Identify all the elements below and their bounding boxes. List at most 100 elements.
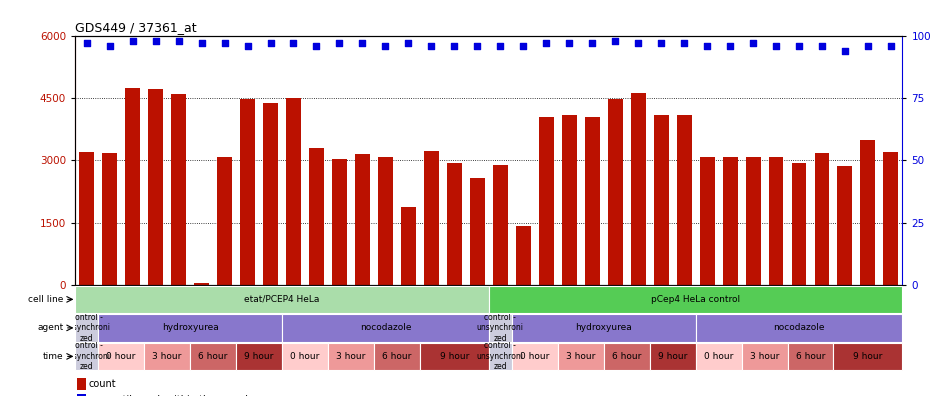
Text: 0 hour: 0 hour	[106, 352, 136, 361]
Text: nocodazole: nocodazole	[360, 324, 411, 332]
Bar	[374, 343, 420, 370]
Point	[653, 40, 668, 46]
Point	[699, 42, 714, 49]
Bar	[511, 343, 557, 370]
Bar	[516, 226, 531, 285]
Bar	[884, 152, 899, 285]
Bar	[400, 208, 415, 285]
Bar	[282, 314, 489, 342]
Text: time: time	[43, 352, 64, 361]
Point	[745, 40, 760, 46]
Bar	[742, 343, 788, 370]
Bar	[171, 94, 186, 285]
Point	[814, 42, 829, 49]
Bar	[603, 343, 650, 370]
Bar	[144, 343, 190, 370]
Bar	[653, 114, 668, 285]
Bar	[470, 178, 485, 285]
Bar	[677, 114, 692, 285]
Bar	[328, 343, 374, 370]
Text: 6 hour: 6 hour	[612, 352, 641, 361]
Bar	[263, 103, 278, 285]
Text: control -
unsynchroni
zed: control - unsynchroni zed	[63, 341, 110, 371]
Point	[677, 40, 692, 46]
Point	[539, 40, 554, 46]
Bar	[489, 314, 511, 342]
Point	[355, 40, 370, 46]
Bar	[355, 154, 369, 285]
Point	[769, 42, 784, 49]
Bar	[489, 286, 902, 313]
Bar	[699, 157, 714, 285]
Text: nocodazole: nocodazole	[774, 324, 824, 332]
Text: 9 hour: 9 hour	[658, 352, 687, 361]
Bar	[378, 157, 393, 285]
Point	[446, 42, 462, 49]
Bar	[75, 343, 98, 370]
Bar	[696, 343, 742, 370]
Text: control -
unsynchroni
zed: control - unsynchroni zed	[477, 341, 524, 371]
Point	[631, 40, 646, 46]
Bar	[236, 343, 282, 370]
Point	[240, 42, 255, 49]
Text: 3 hour: 3 hour	[337, 352, 366, 361]
Text: GDS449 / 37361_at: GDS449 / 37361_at	[75, 21, 196, 34]
Bar	[79, 152, 94, 285]
Bar	[286, 99, 301, 285]
Text: 3 hour: 3 hour	[750, 352, 779, 361]
Bar	[194, 283, 209, 285]
Bar	[631, 93, 646, 285]
Bar	[77, 394, 86, 396]
Point	[516, 42, 531, 49]
Point	[860, 42, 875, 49]
Bar	[98, 314, 282, 342]
Text: hydroxyurea: hydroxyurea	[162, 324, 218, 332]
Bar	[102, 153, 118, 285]
Bar	[539, 117, 554, 285]
Text: 0 hour: 0 hour	[520, 352, 550, 361]
Bar	[769, 158, 783, 285]
Bar	[75, 314, 98, 342]
Bar	[788, 343, 834, 370]
Bar	[282, 343, 328, 370]
Text: control -
unsynchroni
zed: control - unsynchroni zed	[63, 313, 110, 343]
Text: 6 hour: 6 hour	[198, 352, 227, 361]
Text: hydroxyurea: hydroxyurea	[575, 324, 632, 332]
Point	[194, 40, 209, 46]
Point	[102, 42, 118, 49]
Bar	[650, 343, 696, 370]
Bar	[332, 159, 347, 285]
Text: 6 hour: 6 hour	[383, 352, 412, 361]
Point	[791, 42, 807, 49]
Bar	[424, 151, 439, 285]
Point	[607, 38, 622, 44]
Bar	[217, 157, 232, 285]
Text: 0 hour: 0 hour	[290, 352, 320, 361]
Text: 3 hour: 3 hour	[566, 352, 595, 361]
Bar	[838, 166, 853, 285]
Point	[838, 48, 853, 54]
Bar	[493, 164, 508, 285]
Point	[332, 40, 347, 46]
Text: cell line: cell line	[28, 295, 64, 304]
Text: agent: agent	[38, 324, 64, 332]
Bar	[240, 99, 255, 285]
Text: etat/PCEP4 HeLa: etat/PCEP4 HeLa	[244, 295, 320, 304]
Point	[309, 42, 324, 49]
Point	[424, 42, 439, 49]
Text: 9 hour: 9 hour	[244, 352, 274, 361]
Text: 6 hour: 6 hour	[796, 352, 825, 361]
Bar	[446, 163, 462, 285]
Bar	[125, 88, 140, 285]
Point	[217, 40, 232, 46]
Bar	[696, 314, 902, 342]
Point	[723, 42, 738, 49]
Bar	[309, 148, 324, 285]
Bar	[75, 286, 489, 313]
Bar	[585, 117, 600, 285]
Text: count: count	[89, 379, 117, 389]
Bar	[723, 157, 738, 285]
Point	[493, 42, 508, 49]
Bar	[489, 343, 511, 370]
Bar	[860, 139, 875, 285]
